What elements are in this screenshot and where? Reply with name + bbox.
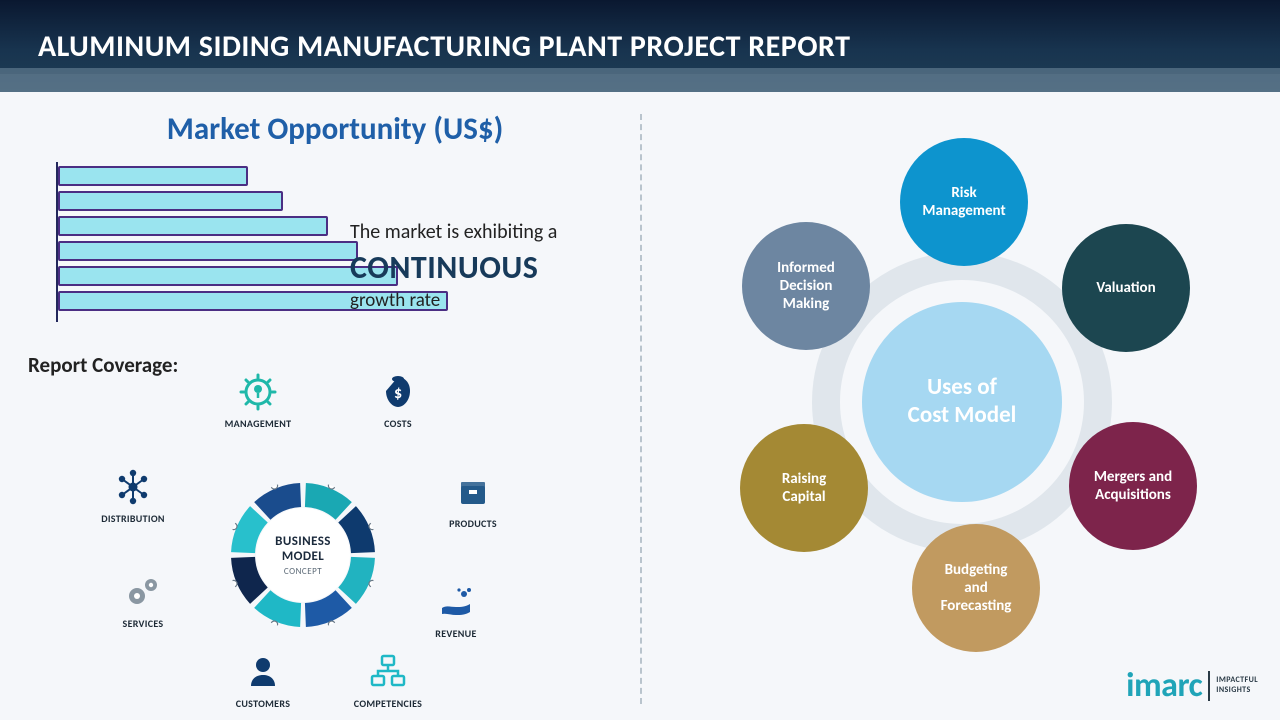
coverage-label: CUSTOMERS (236, 697, 290, 710)
brand-logo: imarc IMPACTFUL INSIGHTS (1126, 665, 1258, 706)
coverage-label: REVENUE (435, 627, 476, 640)
chart-bar (58, 241, 358, 261)
growth-caption: The market is exhibiting a CONTINUOUS gr… (350, 220, 610, 312)
distribution-icon (111, 465, 155, 509)
chart-bar (58, 166, 248, 186)
market-title: Market Opportunity (US$) (58, 110, 612, 148)
spoke-budgeting-forecasting: BudgetingandForecasting (912, 524, 1040, 652)
right-panel: Uses ofCost Model RiskManagement Valuatio… (642, 92, 1280, 720)
spoke-raising-capital: RaisingCapital (740, 424, 868, 552)
brand-divider (1208, 671, 1210, 701)
products-icon (451, 470, 495, 514)
services-icon (121, 570, 165, 614)
management-icon (236, 370, 280, 414)
coverage-label: COMPETENCIES (354, 697, 422, 710)
svg-text:$: $ (394, 384, 402, 403)
growth-line1: The market is exhibiting a (350, 220, 610, 244)
skyline-deco (0, 62, 1280, 92)
costs-icon: $ (376, 370, 420, 414)
bm-line1: BUSINESS (275, 534, 331, 549)
coverage-label: DISTRIBUTION (101, 512, 165, 525)
page-title: ALUMINUM SIDING MANUFACTURING PLANT PROJ… (38, 28, 851, 65)
cost-model-center: Uses ofCost Model (862, 302, 1062, 502)
coverage-label: MANAGEMENT (225, 417, 292, 430)
business-model-diagram: BUSINESS MODEL CONCEPT MANAGEMENT $ COSTS P… (28, 370, 548, 700)
coverage-competencies: COMPETENCIES (328, 650, 448, 710)
business-model-inner: BUSINESS MODEL CONCEPT (256, 508, 350, 602)
coverage-label: PRODUCTS (449, 517, 497, 530)
growth-line2: CONTINUOUS (350, 248, 610, 287)
chart-bar (58, 216, 328, 236)
revenue-icon (434, 580, 478, 624)
spoke-mergers-acquisitions: Mergers andAcquisitions (1069, 422, 1197, 550)
coverage-services: SERVICES (83, 570, 203, 630)
chart-bar (58, 191, 283, 211)
spoke-informed-decision: InformedDecisionMaking (742, 222, 870, 350)
spoke-risk-management: RiskManagement (900, 138, 1028, 266)
business-model-center: BUSINESS MODEL CONCEPT (228, 480, 378, 630)
coverage-costs: $ COSTS (338, 370, 458, 430)
header-banner: ALUMINUM SIDING MANUFACTURING PLANT PROJ… (0, 0, 1280, 92)
coverage-customers: CUSTOMERS (203, 650, 323, 710)
coverage-label: COSTS (384, 417, 412, 430)
chart-bar (58, 266, 398, 286)
cost-model-diagram: Uses ofCost Model RiskManagement Valuatio… (642, 92, 1280, 720)
coverage-products: PRODUCTS (413, 470, 533, 530)
coverage-management: MANAGEMENT (198, 370, 318, 430)
brand-name: imarc (1126, 665, 1202, 706)
customers-icon (241, 650, 285, 694)
content-area: Market Opportunity (US$) The market is e… (0, 92, 1280, 720)
coverage-revenue: REVENUE (396, 580, 516, 640)
bm-line2: MODEL (282, 549, 324, 564)
left-panel: Market Opportunity (US$) The market is e… (0, 92, 640, 720)
spoke-valuation: Valuation (1062, 224, 1190, 352)
bm-line3: CONCEPT (284, 566, 322, 577)
competencies-icon (366, 650, 410, 694)
coverage-label: SERVICES (123, 617, 164, 630)
growth-line3: growth rate (350, 289, 610, 312)
brand-tagline-2: INSIGHTS (1216, 686, 1258, 695)
coverage-distribution: DISTRIBUTION (73, 465, 193, 525)
